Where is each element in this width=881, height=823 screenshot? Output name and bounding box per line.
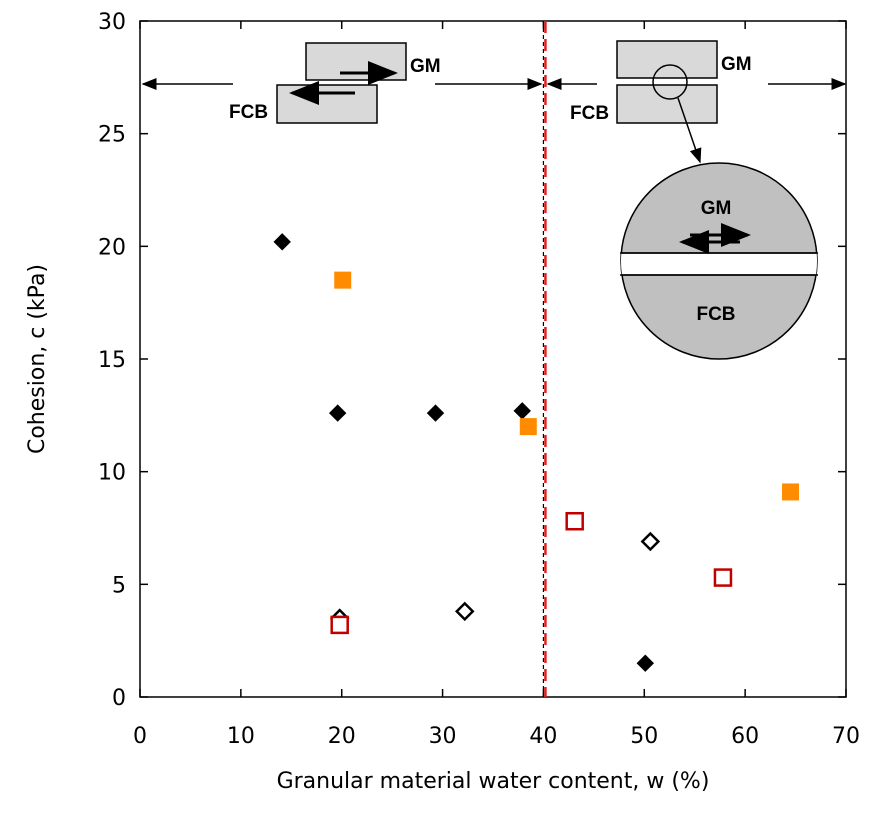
schematic-left [141,42,543,124]
point [330,615,349,635]
point [713,568,733,587]
point [782,483,800,501]
x-axis-label: Granular material water content, w (%) [277,769,710,794]
x-tick-label: 10 [227,724,255,749]
y-tick-label: 15 [98,348,126,373]
annotation: GM [721,54,752,75]
x-tick-label: 20 [328,724,356,749]
x-tick-label: 60 [731,724,759,749]
point [519,418,537,436]
annotation: GM [410,56,441,77]
point [426,404,445,422]
y-tick-label: 10 [98,461,126,486]
point [565,511,584,531]
x-tick-label: 40 [529,724,557,749]
x-tick-label: 0 [133,724,147,749]
point [513,402,531,420]
point [273,233,291,251]
y-tick-label: 0 [112,686,126,711]
y-axis-label: Cohesion, c (kPa) [25,264,50,454]
y-tick-label: 5 [112,573,126,598]
annotation: GM [701,198,732,219]
point [636,654,655,672]
y-tick-label: 30 [98,10,126,35]
annotation: FCB [570,103,609,124]
annotation: FCB [229,102,268,123]
point [454,601,475,622]
schematic-right [546,40,847,360]
x-tick-label: 70 [832,724,860,749]
y-tick-label: 25 [98,123,126,148]
x-tick-label: 30 [429,724,457,749]
annotation: FCB [696,304,735,325]
point [640,531,661,552]
x-tick-label: 50 [630,724,658,749]
y-tick-label: 20 [98,235,126,260]
point [328,404,347,422]
point [334,271,352,289]
